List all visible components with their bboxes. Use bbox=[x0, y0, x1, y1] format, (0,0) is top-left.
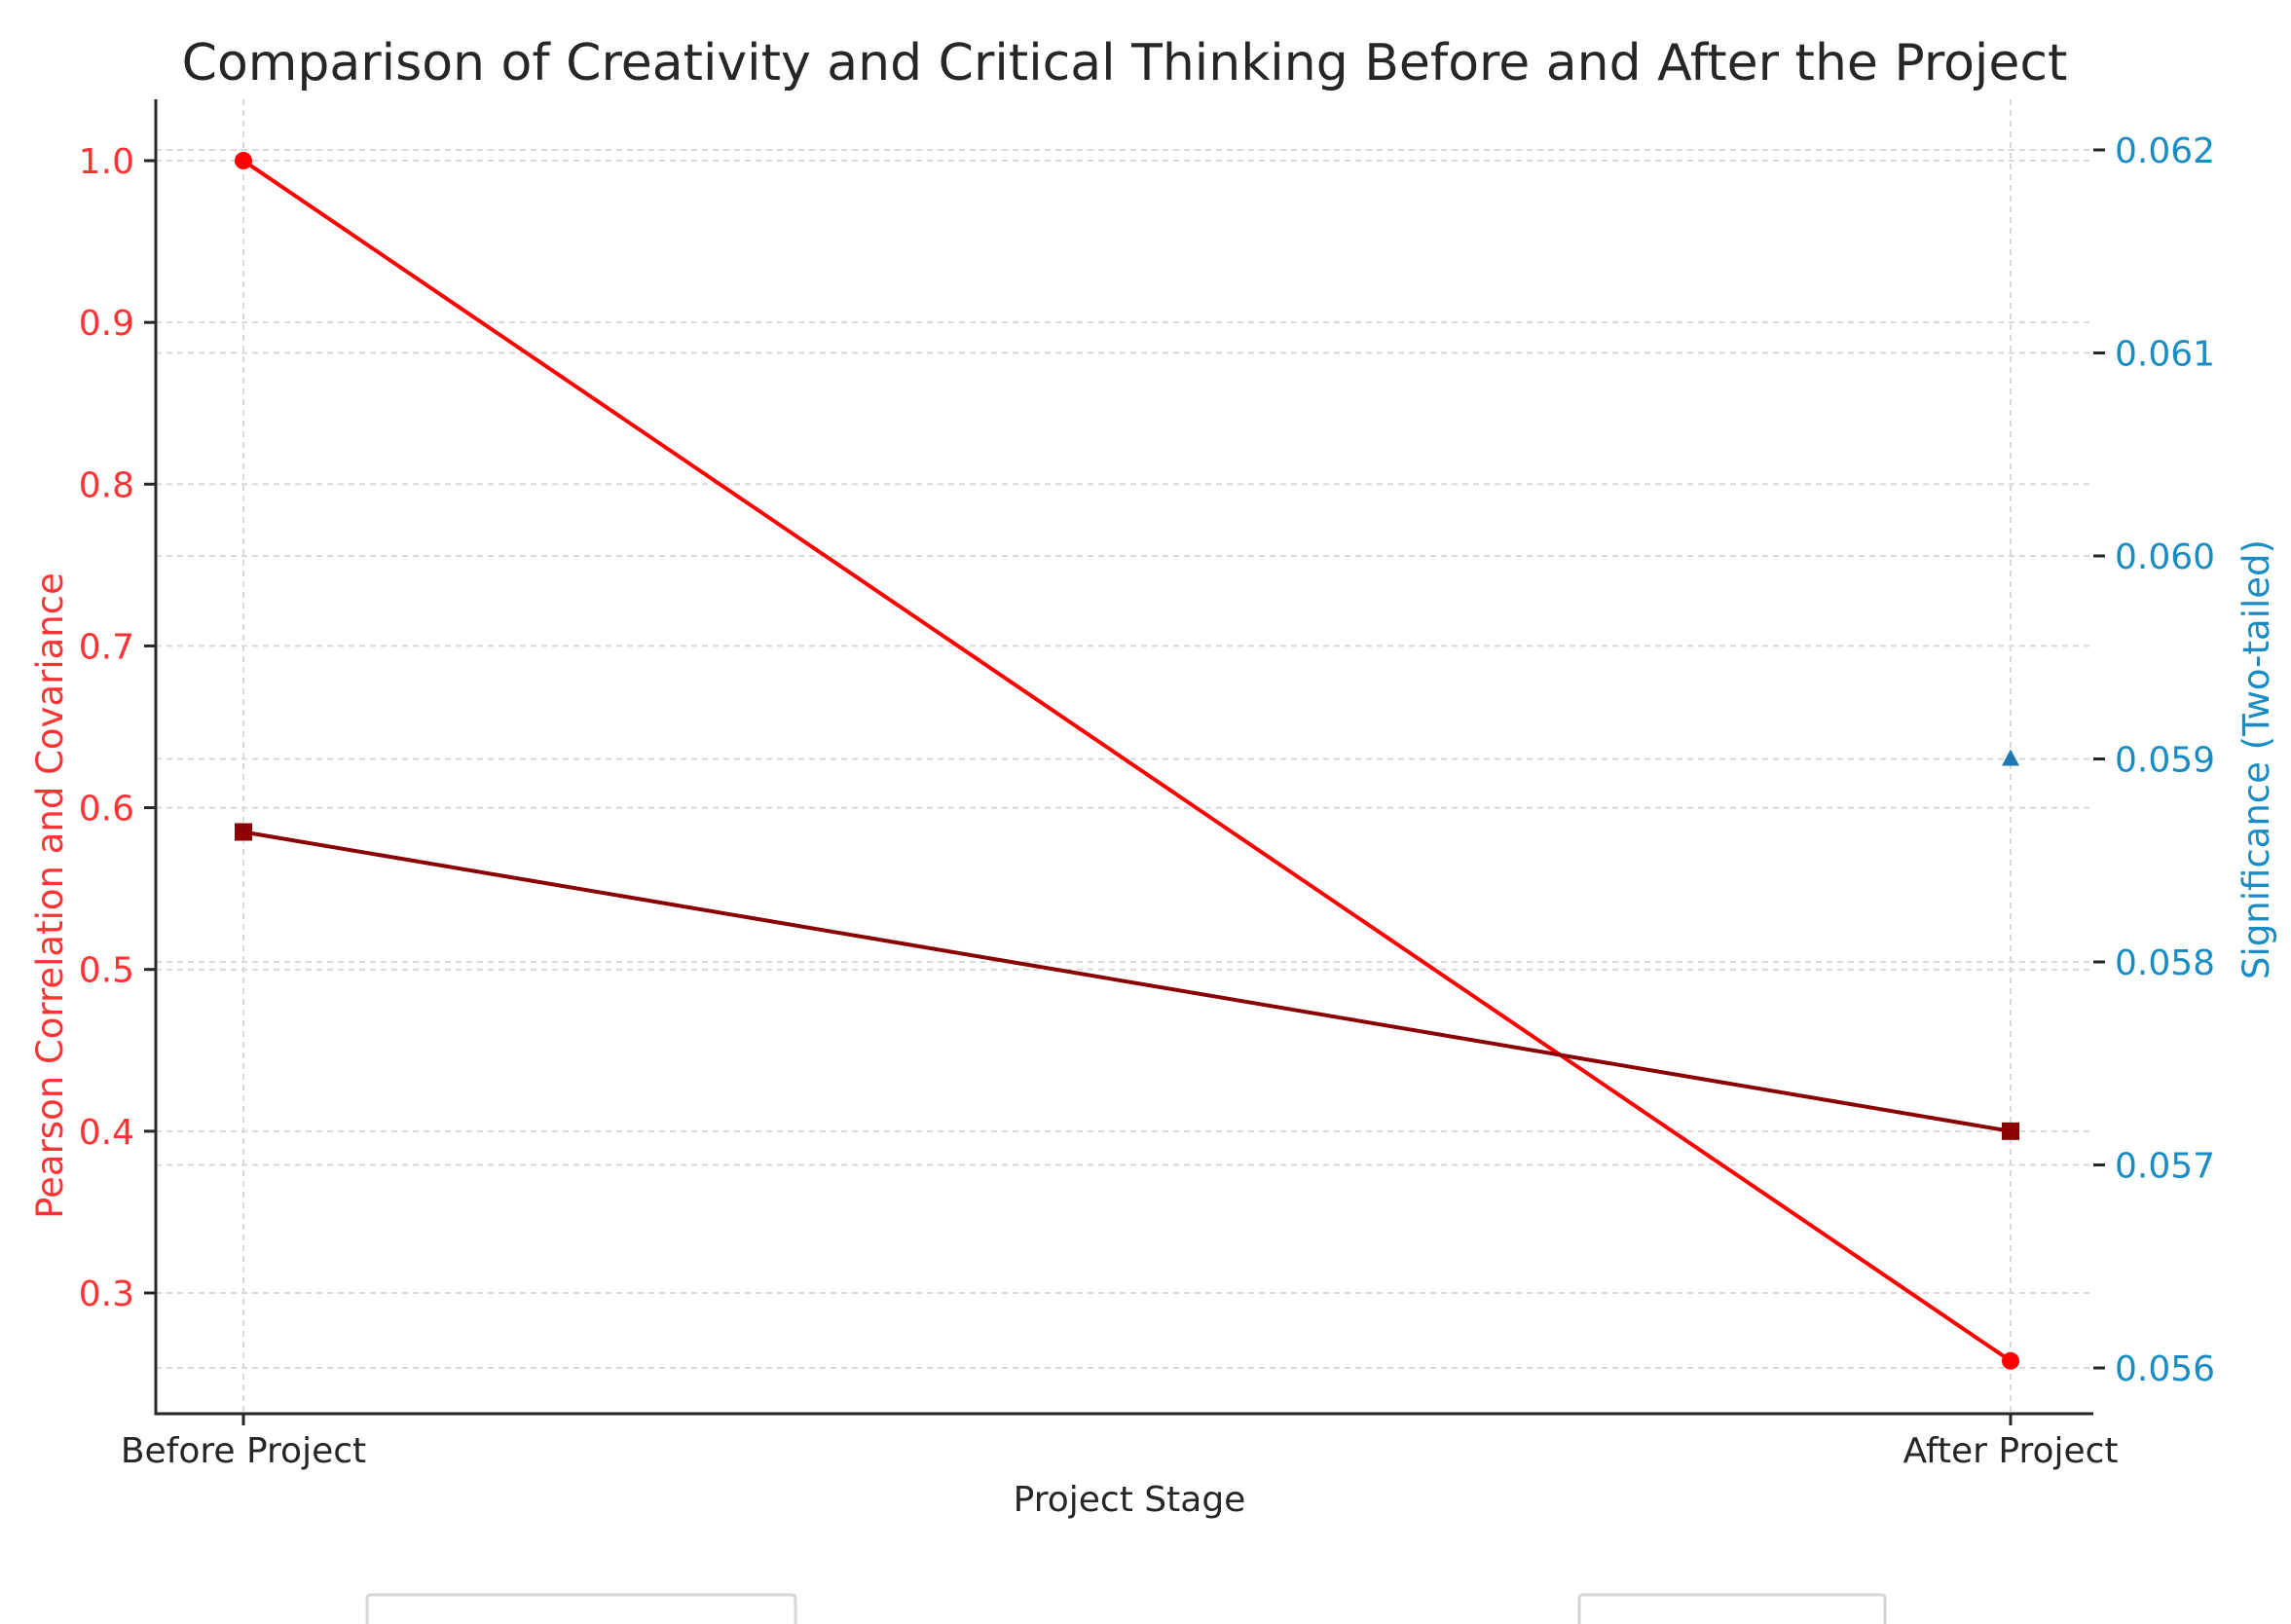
y-tick-label-left: 0.3 bbox=[79, 1274, 134, 1314]
legend-box-fragment-left bbox=[365, 1593, 797, 1624]
y-tick-label-right: 0.056 bbox=[2115, 1349, 2215, 1389]
y-tick-label-right: 0.057 bbox=[2115, 1147, 2215, 1187]
axes bbox=[144, 99, 2105, 1425]
data-point-circle bbox=[2002, 1351, 2019, 1370]
y-tick-label-right: 0.058 bbox=[2115, 943, 2215, 983]
axis-spines bbox=[154, 99, 2093, 1416]
data-point-circle bbox=[235, 152, 252, 169]
y-axis-label-left: Pearson Correlation and Covariance bbox=[29, 572, 71, 1219]
y-tick-label-left: 1.0 bbox=[79, 142, 134, 182]
y-axis-label-right: Significance (Two-tailed) bbox=[2236, 539, 2277, 979]
y-tick-label-left: 0.6 bbox=[79, 790, 134, 830]
y-tick-label-right: 0.062 bbox=[2115, 131, 2215, 171]
legend-box-fragment-right bbox=[1577, 1593, 1887, 1624]
y-tick-label-left: 0.5 bbox=[79, 951, 134, 991]
y-tick-label-right: 0.061 bbox=[2115, 335, 2215, 375]
series bbox=[235, 152, 2019, 1370]
y-tick-label-left: 0.7 bbox=[79, 627, 134, 667]
y-tick-label-left: 0.4 bbox=[79, 1113, 134, 1153]
x-tick-label: After Project bbox=[1903, 1431, 2118, 1471]
chart-title: Comparison of Creativity and Critical Th… bbox=[182, 34, 2068, 92]
legend-fragments bbox=[365, 1593, 1887, 1624]
data-point-square bbox=[235, 823, 252, 841]
y-tick-label-left: 0.8 bbox=[79, 465, 134, 505]
x-tick-label: Before Project bbox=[121, 1431, 366, 1471]
series-line bbox=[242, 830, 2012, 1133]
data-point-square bbox=[2002, 1122, 2019, 1140]
series-line bbox=[241, 159, 2013, 1363]
y-tick-label-right: 0.059 bbox=[2115, 741, 2215, 781]
y-tick-label-right: 0.060 bbox=[2115, 537, 2215, 577]
tick-labels: 0.3 0.4 0.5 0.6 0.7 0.8 0.9 1.0 0.056 0.057 0.058 0… bbox=[79, 131, 2215, 1471]
x-axis-label: Project Stage bbox=[1014, 1480, 1246, 1520]
data-point-triangle bbox=[2002, 749, 2019, 766]
y-tick-label-left: 0.9 bbox=[79, 304, 134, 344]
